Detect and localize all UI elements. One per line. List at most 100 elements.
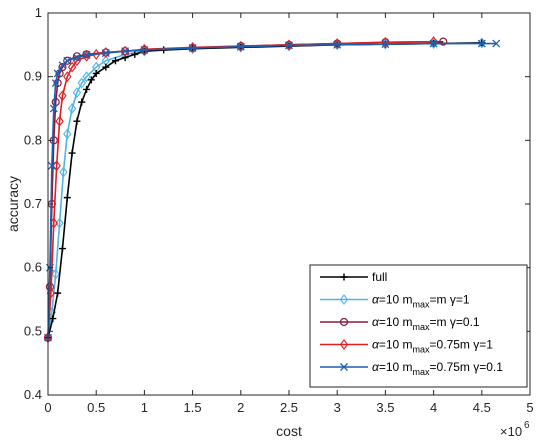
x-tick-label: 5	[526, 400, 533, 415]
data-point	[131, 50, 139, 58]
data-point	[63, 71, 72, 83]
data-point	[53, 69, 62, 78]
data-point	[121, 47, 130, 56]
legend-label-main: =10 m	[379, 293, 413, 307]
data-point	[63, 128, 72, 140]
data-point	[72, 53, 81, 62]
data-point	[477, 39, 486, 48]
data-point	[59, 166, 68, 178]
x-tick-label: 3	[334, 400, 341, 415]
x-tick-label: 2.5	[280, 400, 298, 415]
data-point	[63, 194, 71, 202]
data-point	[92, 69, 100, 77]
data-point	[72, 87, 82, 98]
x-tick-label: 4.5	[473, 400, 491, 415]
data-point	[236, 42, 245, 51]
data-point	[439, 37, 448, 46]
legend-label-tail: =m γ=1	[430, 293, 470, 307]
data-point	[73, 117, 81, 125]
data-point	[101, 49, 110, 58]
data-point	[55, 115, 64, 127]
data-point	[140, 45, 149, 54]
plot-area	[43, 36, 501, 344]
legend-entry-4: α=10 mmax=0.75m γ=0.1	[320, 360, 503, 377]
data-point	[51, 268, 60, 280]
legend-label: α=10 mmax=m γ=1	[372, 293, 470, 310]
data-point	[285, 41, 293, 50]
legend-greek: α	[372, 360, 380, 374]
legend-swatch-marker	[339, 294, 349, 305]
x-tick-label: 1	[141, 400, 148, 415]
data-point	[67, 103, 77, 114]
data-point	[49, 104, 58, 113]
series-4	[44, 39, 501, 342]
data-point	[102, 63, 110, 71]
x-tick-label: 2	[237, 400, 244, 415]
x-axis-title: cost	[276, 423, 302, 439]
y-tick-label: 0.7	[24, 196, 42, 211]
data-point	[188, 44, 197, 52]
legend-label-main: =10 m	[379, 360, 413, 374]
legend-label: α=10 mmax=m γ=0.1	[372, 315, 480, 332]
data-point	[82, 51, 91, 59]
data-point	[492, 39, 501, 48]
data-point	[53, 78, 62, 88]
legend-swatch-marker	[339, 339, 349, 350]
data-point	[429, 39, 438, 48]
y-tick-label: 0.5	[24, 323, 42, 338]
legend-label-main: =10 m	[379, 338, 413, 352]
data-point	[55, 217, 64, 229]
x-tick-label: 3.5	[376, 400, 394, 415]
x-tick-label: 0	[44, 400, 51, 415]
data-point	[381, 36, 390, 48]
data-point	[83, 85, 91, 93]
y-tick-label: 0.4	[24, 387, 42, 402]
legend-entry-2: α=10 mmax=m γ=0.1	[320, 315, 480, 332]
data-point	[67, 61, 77, 73]
y-tick-label: 1	[35, 5, 42, 20]
x-tick-label: 0.5	[87, 400, 105, 415]
data-point	[58, 63, 67, 72]
data-point	[52, 160, 61, 172]
axes: 0 0.5 1 1.5 2 2.5 3 3.5 4 4.5 5 0.4 0.5 0.6 0.7 0.8 0.9 1…	[5, 5, 534, 439]
legend-entry-1: α=10 mmax=m γ=1	[320, 293, 470, 310]
data-point	[111, 57, 119, 65]
data-point	[82, 71, 91, 83]
data-point	[54, 289, 62, 297]
data-point	[68, 149, 76, 157]
data-point	[429, 36, 438, 48]
data-point	[381, 40, 390, 49]
data-point	[333, 40, 342, 49]
data-point	[58, 245, 66, 253]
legend-label-main: =10 m	[379, 315, 413, 329]
legend-swatch-marker	[340, 363, 348, 371]
data-point	[77, 77, 86, 89]
legend-label-tail: =m γ=0.1	[430, 315, 480, 329]
legend-swatch-marker	[340, 273, 348, 281]
data-point	[51, 79, 60, 87]
data-point	[58, 90, 67, 102]
legend-label-tail: =0.75m γ=0.1	[430, 360, 504, 374]
legend-swatch-marker	[339, 317, 349, 327]
legend-label-main: full	[372, 270, 387, 284]
legend-entry-3: α=10 mmax=0.75m γ=1	[320, 338, 493, 355]
data-point	[87, 76, 95, 84]
legend-greek: α	[372, 338, 380, 352]
legend-subscript: max	[413, 322, 431, 332]
data-point	[63, 56, 72, 65]
x-exponent-label: ×10	[500, 424, 522, 439]
y-tick-label: 0.6	[24, 260, 42, 275]
legend-greek: α	[372, 293, 380, 307]
data-point	[51, 98, 60, 107]
data-point	[78, 98, 86, 106]
y-tick-label: 0.8	[24, 132, 42, 147]
legend-label: α=10 mmax=0.75m γ=0.1	[372, 360, 503, 377]
data-point	[47, 161, 56, 170]
x-tick-label: 4	[430, 400, 437, 415]
x-exponent-power: 6	[524, 420, 530, 431]
legend-subscript: max	[413, 345, 431, 355]
data-point	[49, 315, 57, 323]
data-point	[92, 48, 101, 60]
